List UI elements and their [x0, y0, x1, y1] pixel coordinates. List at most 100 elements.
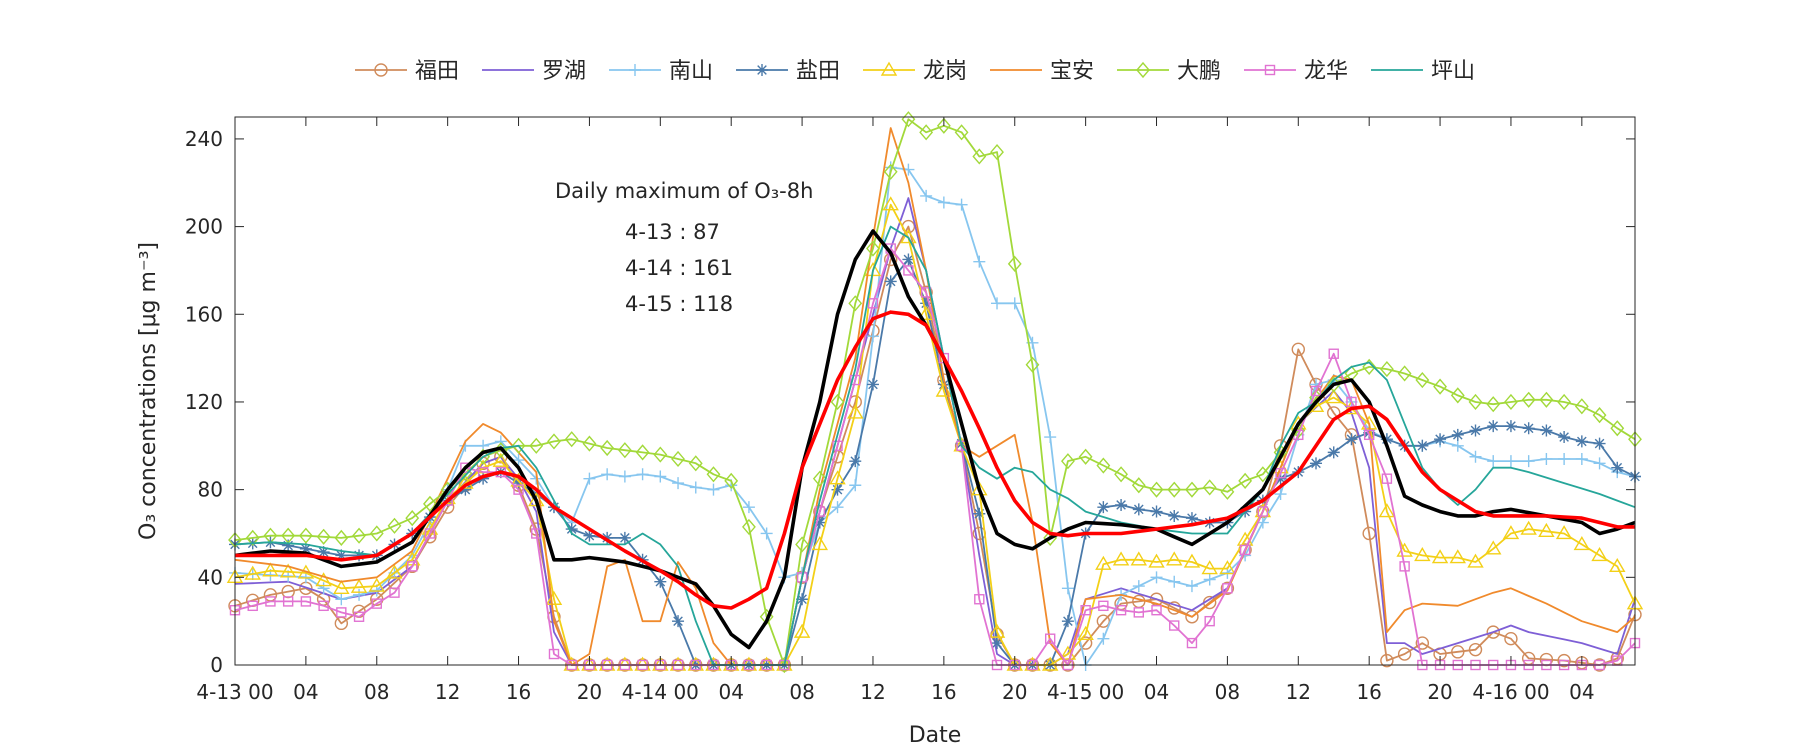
data-point-diamond [1415, 371, 1430, 389]
data-point-asterisk [299, 542, 312, 555]
data-point-square [1257, 506, 1269, 517]
x-tick-label: 04 [1144, 680, 1169, 704]
data-point-circle [1096, 614, 1111, 628]
x-tick-label: 20 [577, 680, 602, 704]
data-point-asterisk [831, 483, 844, 496]
data-point-triangle [917, 305, 935, 320]
data-point-diamond [582, 435, 597, 452]
data-point-plus [636, 468, 649, 481]
data-point-plus [866, 330, 879, 343]
data-point-diamond [812, 470, 827, 487]
data-point-asterisk [1593, 437, 1606, 450]
data-point-triangle [1112, 551, 1130, 566]
data-point-circle [374, 63, 388, 77]
data-point-plus [1132, 580, 1145, 593]
data-point-diamond [866, 240, 880, 257]
data-point-diamond [600, 439, 615, 457]
data-point-triangle [1130, 551, 1148, 566]
annotation-line-3: 4-15 : 118 [625, 292, 733, 316]
data-point-diamond [848, 295, 863, 312]
data-point-square [903, 265, 914, 276]
data-point-asterisk [1132, 503, 1145, 516]
data-point-diamond [245, 529, 260, 546]
x-tick-label: 12 [1286, 680, 1311, 704]
x-tick-label: 04 [293, 680, 318, 704]
data-point-diamond [706, 466, 721, 483]
data-point-plus [1540, 452, 1553, 465]
data-point-plus [494, 435, 507, 448]
data-point-diamond [316, 528, 331, 545]
data-point-square [531, 528, 542, 539]
data-point-triangle [882, 196, 899, 211]
legend-item: 南山 [609, 59, 713, 84]
data-point-asterisk [317, 546, 330, 559]
data-point-asterisk [1327, 446, 1340, 459]
data-point-square [1080, 605, 1091, 616]
data-point-plus [1061, 582, 1074, 595]
data-point-square [1133, 607, 1144, 618]
data-point-square [1151, 605, 1162, 616]
data-point-diamond [423, 495, 437, 512]
data-point-triangle [262, 562, 279, 577]
annotation-line-2: 4-14 : 161 [625, 256, 733, 280]
x-tick-label: 12 [435, 680, 460, 704]
data-point-square [1381, 473, 1393, 484]
x-tick-label: 08 [789, 680, 814, 704]
data-point-diamond [990, 143, 1004, 161]
data-point-diamond [1136, 61, 1150, 79]
legend-item: 福田 [355, 59, 459, 84]
data-point-plus [672, 477, 685, 490]
data-point-square [867, 298, 879, 309]
x-tick-label: 04 [1569, 680, 1594, 704]
data-point-plus [512, 454, 525, 467]
data-point-square [265, 596, 276, 607]
data-point-asterisk [583, 529, 596, 542]
data-point-triangle [1449, 549, 1467, 564]
data-point-diamond [1255, 466, 1270, 483]
data-point-diamond [564, 431, 579, 448]
series-line [235, 310, 1635, 610]
data-point-asterisk [1150, 505, 1163, 518]
data-point-square [389, 587, 400, 598]
data-point-square [974, 594, 985, 605]
data-point-diamond [1504, 393, 1518, 411]
legend-label: 龙岗 [923, 59, 967, 84]
data-point-square [300, 596, 312, 607]
data-point-plus [973, 255, 986, 268]
plot-frame [234, 116, 1636, 666]
data-point-asterisk [1611, 461, 1624, 474]
data-point-square [1222, 583, 1233, 594]
annotation-title: Daily maximum of O₃-8h [555, 179, 813, 203]
series-red-line [235, 310, 1635, 610]
data-point-circle [1380, 653, 1394, 668]
data-point-square [1275, 468, 1286, 479]
data-point-square [1169, 620, 1180, 631]
data-point-asterisk [1469, 424, 1482, 437]
data-point-asterisk [1540, 424, 1553, 437]
data-point-asterisk [1522, 422, 1535, 435]
data-point-triangle [1166, 551, 1183, 566]
data-point-triangle [1502, 525, 1520, 540]
data-point-circle [1468, 642, 1483, 657]
data-point-square [832, 440, 843, 451]
legend-label: 福田 [415, 59, 459, 84]
data-point-asterisk [813, 516, 826, 529]
data-point-asterisk [1115, 498, 1128, 511]
data-point-asterisk [1434, 433, 1447, 446]
data-point-plus [1593, 457, 1606, 470]
data-point-triangle [988, 623, 1006, 638]
data-point-asterisk [920, 297, 933, 310]
annotation-line-1: 4-13 : 87 [625, 220, 720, 244]
legend-label: 南山 [669, 59, 713, 84]
data-point-square [814, 506, 826, 517]
data-point-square [850, 374, 861, 386]
data-point-diamond [405, 510, 420, 527]
data-point-asterisk [477, 472, 490, 485]
data-point-square [1239, 544, 1251, 556]
data-point-square [1098, 600, 1109, 612]
data-point-asterisk [353, 549, 366, 562]
data-point-diamond [1486, 396, 1501, 413]
data-point-asterisk [1345, 433, 1358, 446]
data-point-asterisk [282, 539, 295, 552]
data-point-diamond [724, 472, 739, 489]
